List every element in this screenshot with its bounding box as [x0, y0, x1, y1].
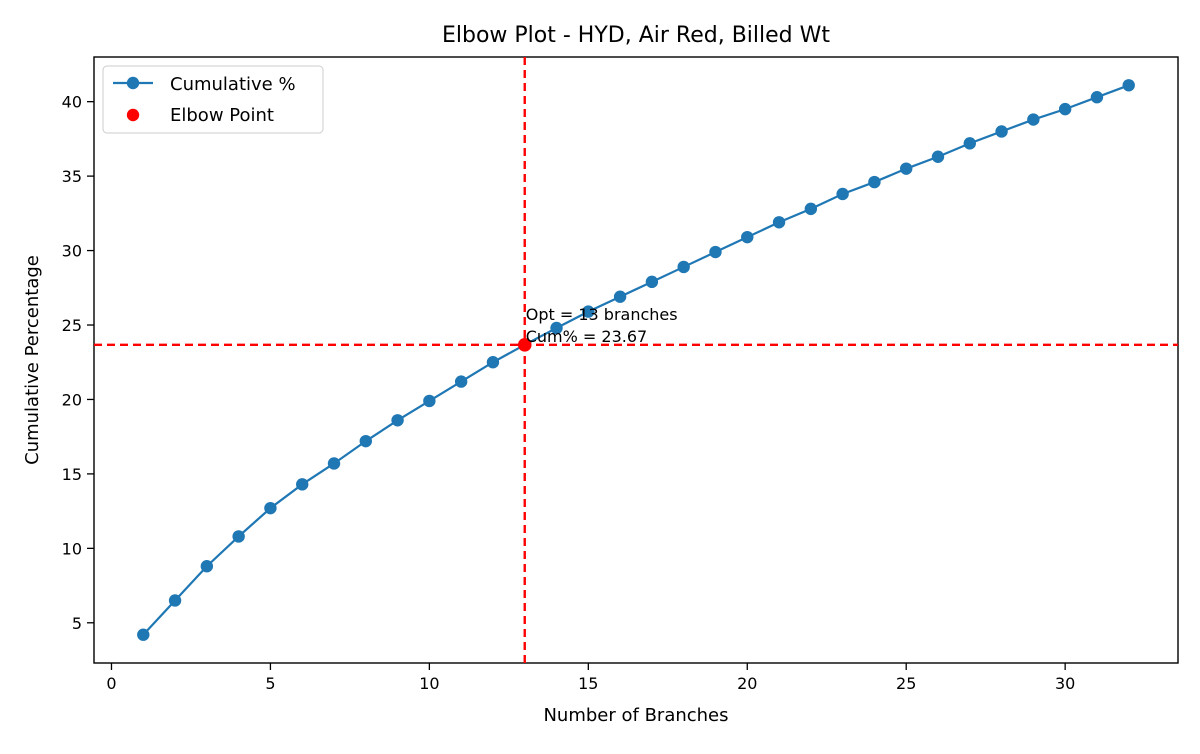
data-point-18 [677, 260, 690, 274]
data-point-15 [582, 305, 595, 318]
data-point-17 [645, 275, 659, 289]
series-line-cumulative-percent [142, 84, 1130, 636]
data-point-26 [931, 150, 945, 163]
data-point-23 [836, 187, 849, 201]
series-layer [137, 79, 1135, 641]
y-tick-label: 40 [62, 93, 82, 112]
data-point-12 [486, 356, 500, 369]
chart-title: Elbow Plot - HYD, Air Red, Billed Wt [442, 23, 830, 48]
plot-area-frame [93, 56, 1179, 664]
data-point-28 [995, 125, 1008, 138]
legend-marker-cumulative-percent [126, 76, 140, 90]
annotation-line-1: Opt = 13 branches [526, 305, 678, 324]
data-point-19 [709, 245, 722, 259]
x-tick-label: 30 [1055, 674, 1075, 693]
x-tick-label: 10 [419, 674, 439, 693]
data-point-16 [613, 290, 627, 303]
y-tick-label: 15 [62, 465, 82, 484]
annotation-layer: Opt = 13 branches Cum% = 23.67 [526, 305, 678, 346]
data-point-20 [741, 230, 754, 244]
data-point-14 [550, 321, 563, 335]
data-point-3 [200, 560, 214, 573]
y-tick-label: 25 [62, 316, 82, 335]
data-point-24 [868, 175, 881, 189]
data-point-30 [1058, 102, 1072, 116]
data-point-29 [1027, 113, 1040, 126]
reference-lines [94, 57, 1178, 663]
elbow-point-marker [517, 338, 532, 352]
x-tick-label: 20 [737, 674, 757, 693]
data-point-22 [804, 202, 818, 216]
data-point-4 [232, 530, 245, 543]
data-point-25 [900, 162, 913, 175]
data-point-31 [1090, 91, 1104, 104]
y-tick-label: 5 [72, 614, 82, 633]
data-point-8 [359, 434, 372, 448]
y-axis-ticks: 5 10 15 20 25 30 35 40 [62, 93, 94, 633]
x-tick-label: 5 [265, 674, 275, 693]
legend-marker-elbow-point [126, 108, 140, 122]
data-point-11 [454, 375, 468, 388]
legend-label-cumulative-percent: Cumulative % [170, 74, 296, 95]
x-axis-ticks: 0 5 10 15 20 25 30 [106, 663, 1075, 693]
data-point-27 [963, 137, 976, 150]
y-tick-label: 35 [62, 167, 82, 186]
data-point-21 [772, 216, 786, 229]
data-point-1 [137, 628, 150, 641]
annotation-line-2: Cum% = 23.67 [526, 327, 647, 346]
y-tick-label: 30 [62, 242, 82, 261]
data-point-32 [1122, 79, 1135, 92]
legend: Cumulative % Elbow Point [102, 65, 324, 134]
legend-label-elbow-point: Elbow Point [170, 105, 274, 126]
data-point-2 [168, 594, 182, 607]
data-point-9 [391, 414, 404, 427]
y-tick-label: 10 [62, 539, 82, 558]
x-tick-label: 15 [578, 674, 598, 693]
x-axis-label: Number of Branches [543, 705, 728, 726]
data-point-10 [423, 394, 436, 408]
y-tick-label: 20 [62, 390, 82, 409]
data-point-7 [327, 457, 341, 470]
legend-box [102, 65, 324, 134]
y-axis-label: Cumulative Percentage [22, 255, 43, 465]
data-point-6 [296, 478, 309, 491]
data-point-5 [264, 501, 277, 515]
x-tick-label: 0 [106, 674, 116, 693]
x-tick-label: 25 [896, 674, 916, 693]
